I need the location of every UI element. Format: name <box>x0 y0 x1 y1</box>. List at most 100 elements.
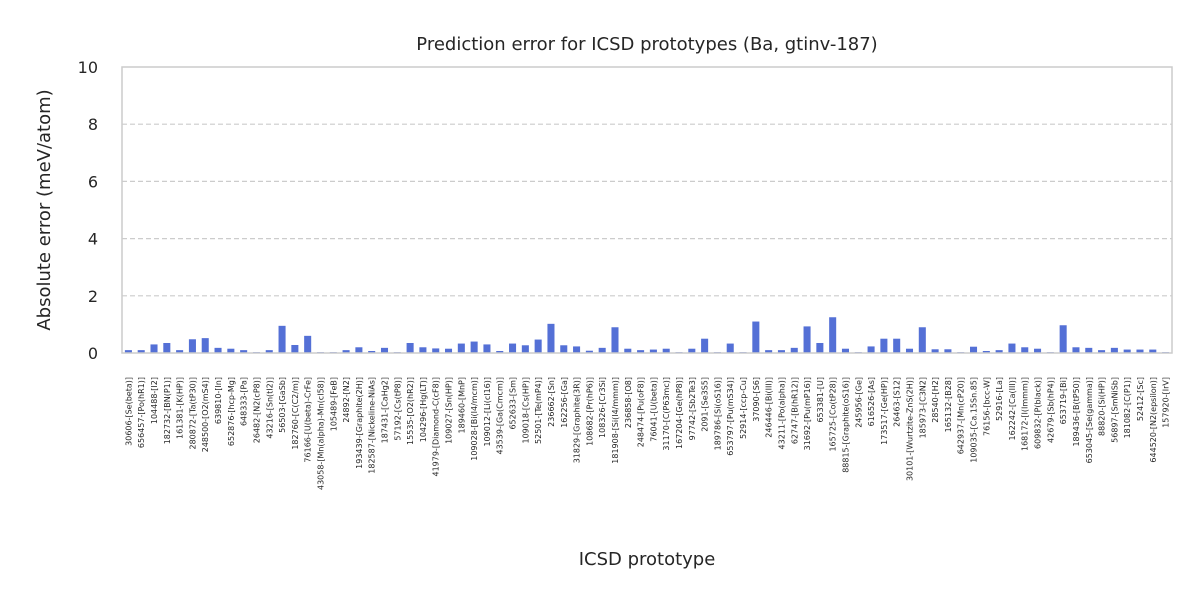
x-tick-label: 76041-[U(beta)] <box>649 377 658 442</box>
bar <box>816 342 824 353</box>
x-tick-label: 43216-[Sn(tI2)] <box>265 377 274 439</box>
x-axis-label: ICSD prototype <box>579 549 716 570</box>
y-tick-labels: 0 2 4 6 8 10 <box>78 58 98 363</box>
bar <box>573 346 581 353</box>
x-tick-label: 182587-[Nickeline-NiAs] <box>368 377 377 474</box>
x-tick-label: 57192-[Cs(tP8)] <box>393 377 402 441</box>
x-tick-label: 108682-[Pr(hP6)] <box>585 377 594 446</box>
x-tick-label: 652876-[hcp-Mg] <box>227 377 236 446</box>
x-tick-label: 24892-[N2] <box>342 377 351 423</box>
bar <box>867 346 875 353</box>
bar <box>457 343 465 353</box>
bar <box>419 347 427 353</box>
x-tick-label: 15535-[O2(hR2)] <box>406 377 415 445</box>
bar <box>918 327 926 353</box>
bar <box>585 350 593 353</box>
x-tick-label: 189460-[MnP] <box>457 377 466 433</box>
x-tick-label: 52412-[Sc] <box>1136 377 1145 421</box>
bar <box>342 350 350 353</box>
chart-title: Prediction error for ICSD prototypes (Ba… <box>416 34 877 55</box>
bar <box>304 335 312 353</box>
bar <box>137 350 145 353</box>
x-tick-label: 236858-[O8] <box>624 377 633 428</box>
x-tick-label: 26482-[N2(cP8)] <box>252 377 261 443</box>
bar <box>637 350 645 353</box>
x-tick-label: 652633-[Sm] <box>509 377 518 430</box>
x-tick-label: 41979-[Diamond-C(cF8)] <box>432 377 441 477</box>
x-tick-label: 653797-[Pu(mS34)] <box>726 377 735 456</box>
x-tick-label: 2091-[Se3S5] <box>701 377 710 432</box>
x-tick-label: 182732-[BN(P1)] <box>163 377 172 444</box>
bar <box>1149 349 1157 353</box>
bar <box>1021 347 1029 353</box>
bar <box>496 350 504 353</box>
bar <box>201 338 209 353</box>
x-tick-label: 648333-[Pa] <box>240 377 249 426</box>
grid-lines <box>122 123 1172 297</box>
x-tick-label: 182760-[C(C2/m)] <box>291 377 300 450</box>
bar <box>1008 343 1016 353</box>
bar <box>368 350 376 353</box>
bar <box>278 325 286 353</box>
bar <box>1110 347 1118 353</box>
x-tick-label: 88815-[Graphite(oS16)] <box>841 377 850 473</box>
bar <box>240 350 248 353</box>
x-tick-label: 644520-[N2(epsilon)] <box>1149 377 1158 463</box>
x-tick-label: 653045-[Se(gamma)] <box>1085 377 1094 463</box>
x-tick-label: 52916-[La] <box>995 377 1004 421</box>
bar <box>1136 349 1144 353</box>
bar <box>560 345 568 353</box>
bar <box>1098 350 1106 353</box>
bar <box>355 347 363 353</box>
x-tick-label: 52914-[ccp-Cu] <box>739 377 748 439</box>
bar <box>509 343 517 353</box>
bar <box>432 348 440 353</box>
x-tick-label: 162256-[Ga] <box>560 377 569 428</box>
bar <box>291 344 299 353</box>
x-tick-label: 168172-[I(Immm)] <box>1021 377 1030 451</box>
bar <box>777 350 785 353</box>
bars <box>124 317 1170 353</box>
bar <box>649 349 657 353</box>
y-axis-label: Absolute error (meV/atom) <box>34 89 55 330</box>
x-tick-label: 56503-[GaSb] <box>278 377 287 433</box>
bar <box>150 344 158 353</box>
bar <box>752 321 760 353</box>
bar <box>470 341 478 353</box>
x-tick-label: 609832-[P(black)] <box>1034 377 1043 449</box>
y-tick-label: 6 <box>88 172 98 191</box>
x-tick-label: 165132-[B28] <box>944 377 953 432</box>
bar <box>445 348 453 353</box>
bar <box>995 350 1003 353</box>
x-tick-label: 639810-[In] <box>214 377 223 424</box>
x-tick-label: 181082-[C(P1)] <box>1123 377 1132 438</box>
x-tick-label: 104488-[I2] <box>150 377 159 424</box>
bar <box>188 339 196 353</box>
x-tick-label: 56897-[SmNiSb] <box>1110 377 1119 443</box>
plot-frame <box>121 66 1173 354</box>
bar <box>880 338 888 353</box>
bar <box>598 347 606 353</box>
bar <box>765 350 773 353</box>
x-tick-label: 26463-[S12] <box>893 377 902 427</box>
bar <box>483 344 491 353</box>
bar <box>380 347 389 353</box>
x-tick-label: 248474-[Pu(oF8)] <box>637 377 646 447</box>
x-tick-label: 280872-[Ta(tP30)] <box>188 377 197 450</box>
x-tick-label: 109035-[Ca.15Sn.85] <box>970 377 979 463</box>
x-tick-label: 185973-[C3N2] <box>918 377 927 438</box>
x-tick-label: 37090-[S6] <box>752 377 761 422</box>
x-tick-label: 97742-[Sb2Te3] <box>688 377 697 440</box>
bar <box>905 348 914 353</box>
x-tick-label: 187431-[CaHg2] <box>381 377 390 443</box>
bar <box>790 347 798 353</box>
bar <box>829 317 837 353</box>
x-tick-label: 52501-[Te(mP4)] <box>534 377 543 444</box>
x-tick-label: 173517-[Ge(HP)] <box>880 377 889 445</box>
x-tick-label: 109012-[Li(cI16)] <box>483 377 492 447</box>
bar <box>1085 347 1093 353</box>
x-tick-label: 653381-[U] <box>816 377 825 423</box>
bar <box>534 339 542 353</box>
bar <box>214 347 222 353</box>
x-tick-label: 43058-[Mn(alpha)-Mn(cI58)] <box>316 377 325 490</box>
